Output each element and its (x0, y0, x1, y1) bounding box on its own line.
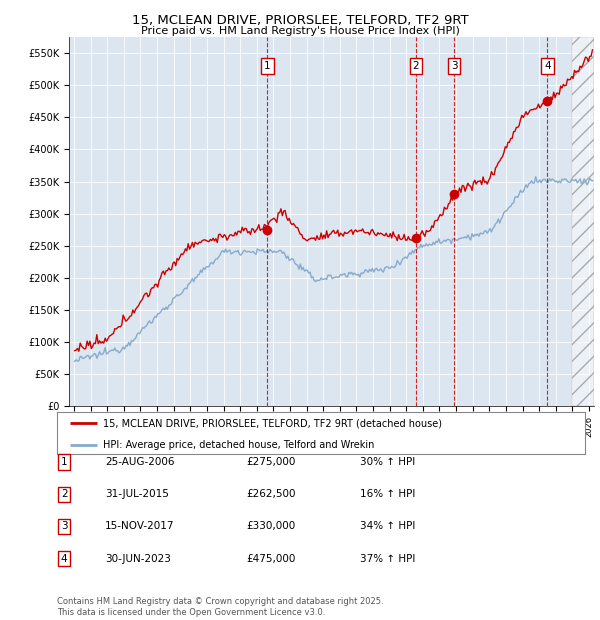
Text: 34% ↑ HPI: 34% ↑ HPI (360, 521, 415, 531)
Text: 37% ↑ HPI: 37% ↑ HPI (360, 554, 415, 564)
Text: 25-AUG-2006: 25-AUG-2006 (105, 457, 175, 467)
Text: 16% ↑ HPI: 16% ↑ HPI (360, 489, 415, 499)
Text: 2: 2 (61, 489, 68, 499)
Text: Price paid vs. HM Land Registry's House Price Index (HPI): Price paid vs. HM Land Registry's House … (140, 26, 460, 36)
Text: 15, MCLEAN DRIVE, PRIORSLEE, TELFORD, TF2 9RT: 15, MCLEAN DRIVE, PRIORSLEE, TELFORD, TF… (131, 14, 469, 27)
Text: £275,000: £275,000 (246, 457, 295, 467)
Text: 3: 3 (61, 521, 68, 531)
Text: £262,500: £262,500 (246, 489, 296, 499)
Text: 31-JUL-2015: 31-JUL-2015 (105, 489, 169, 499)
Bar (572, 37, 594, 406)
Text: HPI: Average price, detached house, Telford and Wrekin: HPI: Average price, detached house, Telf… (103, 440, 375, 450)
Text: 4: 4 (544, 61, 551, 71)
Text: £475,000: £475,000 (246, 554, 295, 564)
Text: 15, MCLEAN DRIVE, PRIORSLEE, TELFORD, TF2 9RT (detached house): 15, MCLEAN DRIVE, PRIORSLEE, TELFORD, TF… (103, 418, 442, 428)
Text: £330,000: £330,000 (246, 521, 295, 531)
Text: 30-JUN-2023: 30-JUN-2023 (105, 554, 171, 564)
Text: 1: 1 (264, 61, 271, 71)
Text: 3: 3 (451, 61, 457, 71)
Text: 4: 4 (61, 554, 68, 564)
Text: Contains HM Land Registry data © Crown copyright and database right 2025.
This d: Contains HM Land Registry data © Crown c… (57, 598, 383, 617)
Text: 1: 1 (61, 457, 68, 467)
Text: 30% ↑ HPI: 30% ↑ HPI (360, 457, 415, 467)
Text: 2: 2 (413, 61, 419, 71)
Bar (572, 37, 594, 406)
Text: 15-NOV-2017: 15-NOV-2017 (105, 521, 175, 531)
